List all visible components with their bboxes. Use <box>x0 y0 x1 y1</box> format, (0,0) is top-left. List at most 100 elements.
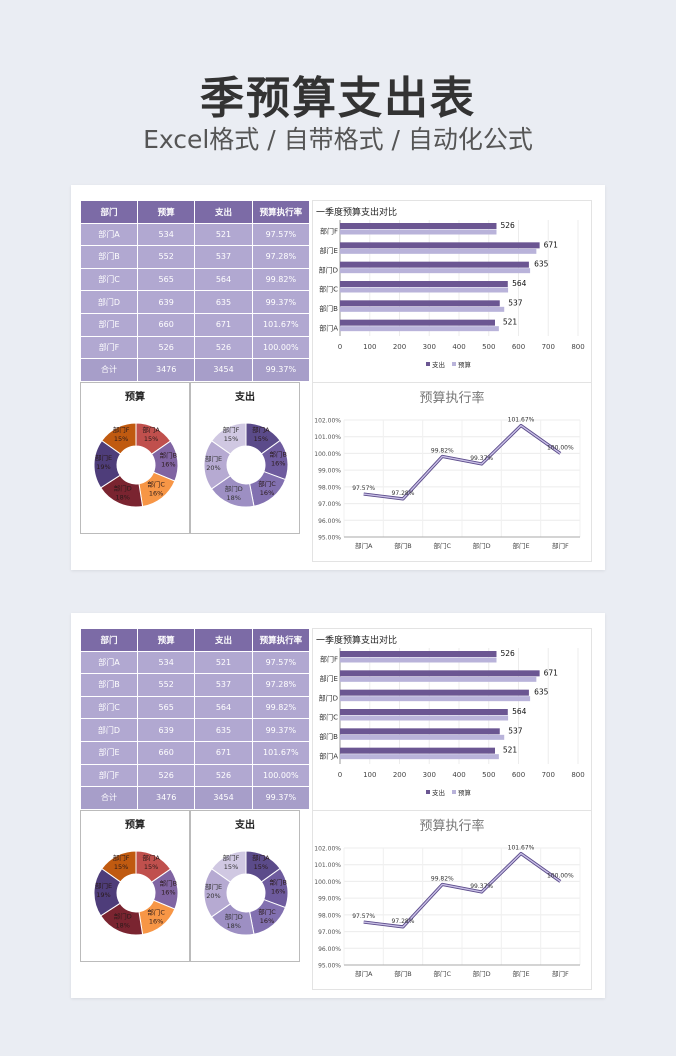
table-cell[interactable]: 3454 <box>194 358 253 382</box>
slice-label: 部门F <box>113 853 130 862</box>
table-cell[interactable]: 支出 <box>194 628 253 652</box>
slice-percent: 16% <box>149 918 163 926</box>
table-cell[interactable]: 565 <box>136 267 196 292</box>
table-cell[interactable]: 预算执行率 <box>251 200 311 224</box>
table-cell[interactable]: 100.00% <box>251 763 311 788</box>
table-cell[interactable]: 预算执行率 <box>251 628 311 652</box>
x-tick-label: 部门E <box>512 541 529 550</box>
table-cell[interactable]: 101.67% <box>251 312 311 337</box>
table-cell[interactable]: 99.37% <box>251 786 311 810</box>
slice-label: 部门F <box>223 853 240 862</box>
table-cell[interactable]: 537 <box>194 245 253 269</box>
table-cell[interactable]: 部门A <box>80 222 138 247</box>
x-tick-label: 600 <box>512 343 525 351</box>
table-cell[interactable]: 534 <box>136 222 196 247</box>
expense-donut-panel: 支出 部门A 15% 部门B 16% 部门C 16% 部门D 18% 部门E 20% 部门F 15% <box>190 382 300 534</box>
table-cell[interactable]: 合计 <box>80 358 138 382</box>
table-cell[interactable]: 635 <box>194 290 253 314</box>
bar-budget <box>340 676 537 682</box>
table-cell[interactable]: 部门 <box>80 628 138 652</box>
expense-donut-panel: 支出 部门A 15% 部门B 16% 部门C 16% 部门D 18% 部门E 20% 部门F 15% <box>190 810 300 962</box>
table-cell[interactable]: 部门E <box>80 740 138 765</box>
table-cell[interactable]: 564 <box>194 695 253 720</box>
y-tick-label: 部门F <box>320 227 338 236</box>
slice-percent: 18% <box>116 494 130 502</box>
table-cell[interactable]: 639 <box>136 718 196 742</box>
table-cell[interactable]: 部门 <box>80 200 138 224</box>
budget-table: 部门 预算 支出 预算执行率部门A 534 521 97.57% 部门B 552 537 97.28… <box>80 200 311 382</box>
slice-percent: 15% <box>144 863 158 871</box>
table-cell[interactable]: 3476 <box>136 786 196 810</box>
table-cell[interactable]: 3454 <box>194 786 253 810</box>
table-cell[interactable]: 97.57% <box>251 650 311 675</box>
table-cell[interactable]: 部门F <box>80 335 138 360</box>
table-cell[interactable]: 660 <box>136 312 196 337</box>
table-cell[interactable]: 99.82% <box>251 267 311 292</box>
table-cell[interactable]: 支出 <box>194 200 253 224</box>
table-cell[interactable]: 564 <box>194 267 253 292</box>
slice-percent: 18% <box>116 922 130 930</box>
table-total: 合计 3476 3454 99.37% <box>80 358 311 382</box>
table-cell[interactable]: 部门F <box>80 763 138 788</box>
table-cell[interactable]: 521 <box>194 650 253 675</box>
data-label: 99.37% <box>470 455 493 462</box>
table-cell[interactable]: 521 <box>194 222 253 247</box>
x-tick-label: 800 <box>571 343 584 351</box>
data-label: 564 <box>512 707 527 716</box>
bar-budget <box>340 287 509 293</box>
legend-swatch-expense <box>426 790 430 794</box>
table-cell[interactable]: 99.37% <box>251 718 311 742</box>
table-cell[interactable]: 预算 <box>136 628 196 652</box>
y-tick-label: 部门D <box>319 265 338 274</box>
table-cell[interactable]: 671 <box>194 312 253 337</box>
table-cell[interactable]: 部门A <box>80 650 138 675</box>
table-cell[interactable]: 99.37% <box>251 358 311 382</box>
table-cell[interactable]: 3476 <box>136 358 196 382</box>
slice-label: 部门D <box>225 484 243 493</box>
legend-label: 支出 <box>432 360 445 369</box>
table-cell[interactable]: 预算 <box>136 200 196 224</box>
table-cell[interactable]: 660 <box>136 740 196 765</box>
table-cell[interactable]: 部门D <box>80 290 138 314</box>
table-cell[interactable]: 552 <box>136 673 196 697</box>
table-cell[interactable]: 526 <box>194 335 253 360</box>
table-cell[interactable]: 552 <box>136 245 196 269</box>
slice-label: 部门B <box>269 878 286 887</box>
table-cell[interactable]: 97.57% <box>251 222 311 247</box>
table-cell[interactable]: 97.28% <box>251 673 311 697</box>
table-cell[interactable]: 565 <box>136 695 196 720</box>
table-cell[interactable]: 99.37% <box>251 290 311 314</box>
table-cell[interactable]: 537 <box>194 673 253 697</box>
table-row: 部门D 639 635 99.37% <box>80 718 311 742</box>
table-cell[interactable]: 合计 <box>80 786 138 810</box>
table-cell[interactable]: 部门B <box>80 673 138 697</box>
bar-budget <box>340 754 499 760</box>
table-cell[interactable]: 635 <box>194 718 253 742</box>
y-tick-label: 95.00% <box>318 535 341 542</box>
table-cell[interactable]: 99.82% <box>251 695 311 720</box>
y-tick-label: 部门A <box>319 323 338 332</box>
table-cell[interactable]: 671 <box>194 740 253 765</box>
table-cell[interactable]: 526 <box>194 763 253 788</box>
table-cell[interactable]: 部门B <box>80 245 138 269</box>
bar-expense <box>340 651 497 657</box>
bar-chart: 一季度预算支出对比 0 100 200 300 400 500 600 700 800 部门F 526… <box>312 200 592 385</box>
table-cell[interactable]: 526 <box>136 335 196 360</box>
table-cell[interactable]: 101.67% <box>251 740 311 765</box>
y-tick-label: 101.00% <box>314 434 341 441</box>
table-row: 部门B 552 537 97.28% <box>80 673 311 697</box>
data-label: 97.28% <box>392 918 415 925</box>
data-label: 635 <box>534 260 549 269</box>
table-cell[interactable]: 534 <box>136 650 196 675</box>
table-cell[interactable]: 100.00% <box>251 335 311 360</box>
table-row: 部门A 534 521 97.57% <box>80 650 311 675</box>
table-cell[interactable]: 部门E <box>80 312 138 337</box>
line-chart: 预算执行率 95.00% 96.00% 97.00% 98.00% 99.00% 100.0… <box>312 810 592 990</box>
x-tick-label: 800 <box>571 771 584 779</box>
table-cell[interactable]: 639 <box>136 290 196 314</box>
table-cell[interactable]: 部门C <box>80 267 138 292</box>
table-cell[interactable]: 部门C <box>80 695 138 720</box>
table-cell[interactable]: 97.28% <box>251 245 311 269</box>
table-cell[interactable]: 部门D <box>80 718 138 742</box>
table-cell[interactable]: 526 <box>136 763 196 788</box>
